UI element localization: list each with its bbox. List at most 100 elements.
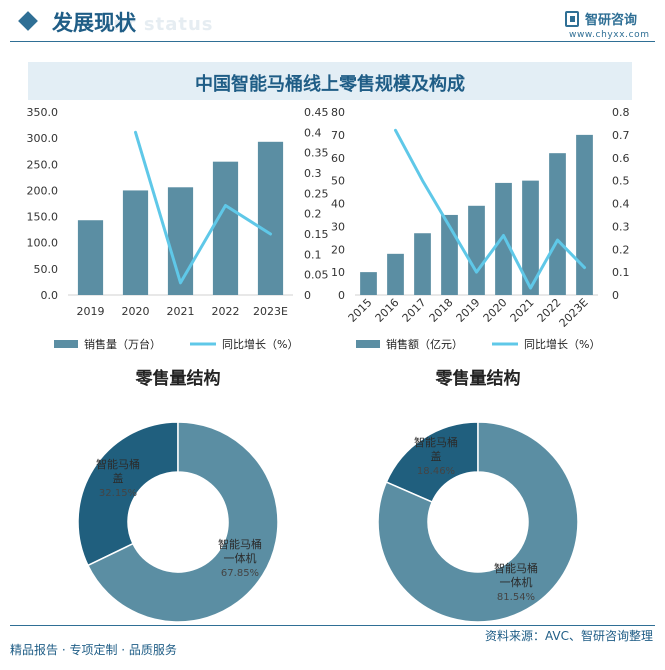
chart1-y-tick-label: 200.0 [27,184,59,197]
chart1-y-tick-label: 350.0 [27,106,59,119]
chart1-y2-tick-label: 0.1 [304,248,322,261]
chart2-x-tick-label: 2019 [454,296,483,325]
chart2-x-tick-label: 2015 [346,296,375,325]
chart2-bar [414,233,431,295]
footer-divider [10,625,655,626]
chart1-bar [122,190,149,295]
chart1-bar [212,161,239,295]
chart1-y-tick-label: 0.0 [41,289,59,302]
pie4-label-onepiece-line1: 智能马桶 [494,561,538,575]
chart2-bar [360,272,377,295]
chart1-bar [167,187,194,295]
chart1-y2-tick-label: 0.45 [304,106,329,119]
chart1-y2-tick-label: 0.4 [304,126,322,139]
chart1-x-tick-label: 2020 [122,305,150,318]
brand-logo: 智研咨询 www.chyxx.com [565,9,660,41]
chart1-legend-bar-label: 销售量（万台） [84,337,161,351]
chart1-growth-line [134,130,272,285]
chart1-y-tick-label: 150.0 [27,211,59,224]
page-title: 发展现状 [52,11,136,35]
chart2-y2-tick-label: 0.7 [612,129,630,142]
chart1-x-tick-label: 2023E [253,305,288,318]
pie4-label-lid-line2: 盖 [431,449,442,463]
logo-mark-icon [565,11,579,27]
chart2-bar [387,253,404,295]
pie4-label-onepiece-line2: 一体机 [500,575,533,589]
pie3-slice-lid [77,421,179,567]
chart1-x-tick-label: 2021 [167,305,195,318]
page-footer: 精品报告 · 专项定制 · 品质服务 资料来源：AVC、智研咨询整理 [0,625,665,670]
chart2-y2-tick-label: 0.8 [612,106,630,119]
chart1-y2-tick-label: 0.35 [304,147,329,160]
chart2-y2-tick-label: 0 [612,289,619,302]
chart2-y-tick-label: 0 [338,289,345,302]
pie3-value-onepiece: 67.85% [221,568,259,579]
chart2-y2-tick-label: 0.6 [612,152,630,165]
chart2-legend-bar-swatch [356,340,380,348]
pie3-title: 零售量结构 [135,368,221,389]
pie3-label-onepiece-line1: 智能马桶 [218,537,262,551]
chart1-y-tick-label: 100.0 [27,237,59,250]
pie3-label-onepiece-line2: 一体机 [224,551,257,565]
pie3-value-lid: 32.15% [99,488,137,499]
chart2-bar [522,180,539,295]
chart1-y2-tick-label: 0.05 [304,269,329,282]
pie4-value-onepiece: 81.54% [497,592,535,603]
chart1-legend-bar-swatch [54,340,78,348]
chart1-y2-tick-label: 0.3 [304,167,322,180]
chart2-x-tick-label: 2016 [373,296,402,325]
chart1-y2-tick-label: 0.25 [304,187,329,200]
pie4-label-lid-line1: 智能马桶 [414,435,458,449]
chart2-y2-tick-label: 0.4 [612,198,630,211]
chart2-y2-tick-label: 0.5 [612,175,630,188]
banner-title: 中国智能马桶线上零售规模及构成 [195,74,465,95]
pie4-title: 零售量结构 [435,368,521,389]
chart2-y-tick-label: 80 [331,106,345,119]
chart1-bar [257,141,284,295]
chart2-legend-bar-label: 销售额（亿元） [386,337,463,351]
chart1-y-tick-label: 300.0 [27,132,59,145]
pie3-label-lid-line2: 盖 [113,471,124,485]
chart1-legend-line-label: 同比增长（%） [222,337,298,351]
chart1-y2-tick-label: 0.15 [304,228,329,241]
chart1-x-tick-label: 2022 [212,305,240,318]
chart2-y2-tick-label: 0.2 [612,243,630,256]
chart2-x-tick-label: 2023E [557,296,591,330]
pie3-label-lid-line1: 智能马桶 [96,457,140,471]
header-divider [10,41,655,42]
pie4-slice-onepiece [377,421,579,623]
chart2-y-tick-label: 70 [331,129,345,142]
pie3-slice-onepiece [86,421,279,623]
chart2-y-tick-label: 30 [331,220,345,233]
footer-source: 资料来源：AVC、智研咨询整理 [484,629,653,643]
chart2-y-tick-label: 40 [331,198,345,211]
chart2-y-tick-label: 10 [331,266,345,279]
chart2-growth-line [394,128,586,290]
chart2-y-tick-label: 20 [331,243,345,256]
chart1-y2-tick-label: 0.2 [304,208,322,221]
chart1-y2-tick-label: 0 [304,289,311,302]
chart1-y-tick-label: 250.0 [27,158,59,171]
chart2-bar [549,153,566,295]
chart-banner: 中国智能马桶线上零售规模及构成 [28,62,632,100]
logo-name: 智研咨询 [585,13,638,28]
pie4-value-lid: 18.46% [417,466,455,477]
chart2-y-tick-label: 50 [331,175,345,188]
chart2-bar [576,134,593,295]
chart2-x-tick-label: 2020 [481,296,510,325]
header-ghost-text: ent status [100,14,214,35]
chart2-legend-line-label: 同比增长（%） [524,337,600,351]
footer-tagline: 精品报告 · 专项定制 · 品质服务 [10,643,177,657]
chart2-x-tick-label: 2021 [508,296,537,325]
chart2-bar [468,205,485,295]
chart2-x-tick-label: 2017 [400,296,429,325]
chart2-y2-tick-label: 0.1 [612,266,630,279]
chart1-x-tick-label: 2019 [77,305,105,318]
chart2-x-tick-label: 2018 [427,296,456,325]
chart1-bar [77,220,104,295]
page-header: ent status 发展现状 智研咨询 www.chyxx.com [0,0,665,48]
chart1-y-tick-label: 50.0 [34,263,59,276]
chart2-bar [495,182,512,295]
chart2-y-tick-label: 60 [331,152,345,165]
